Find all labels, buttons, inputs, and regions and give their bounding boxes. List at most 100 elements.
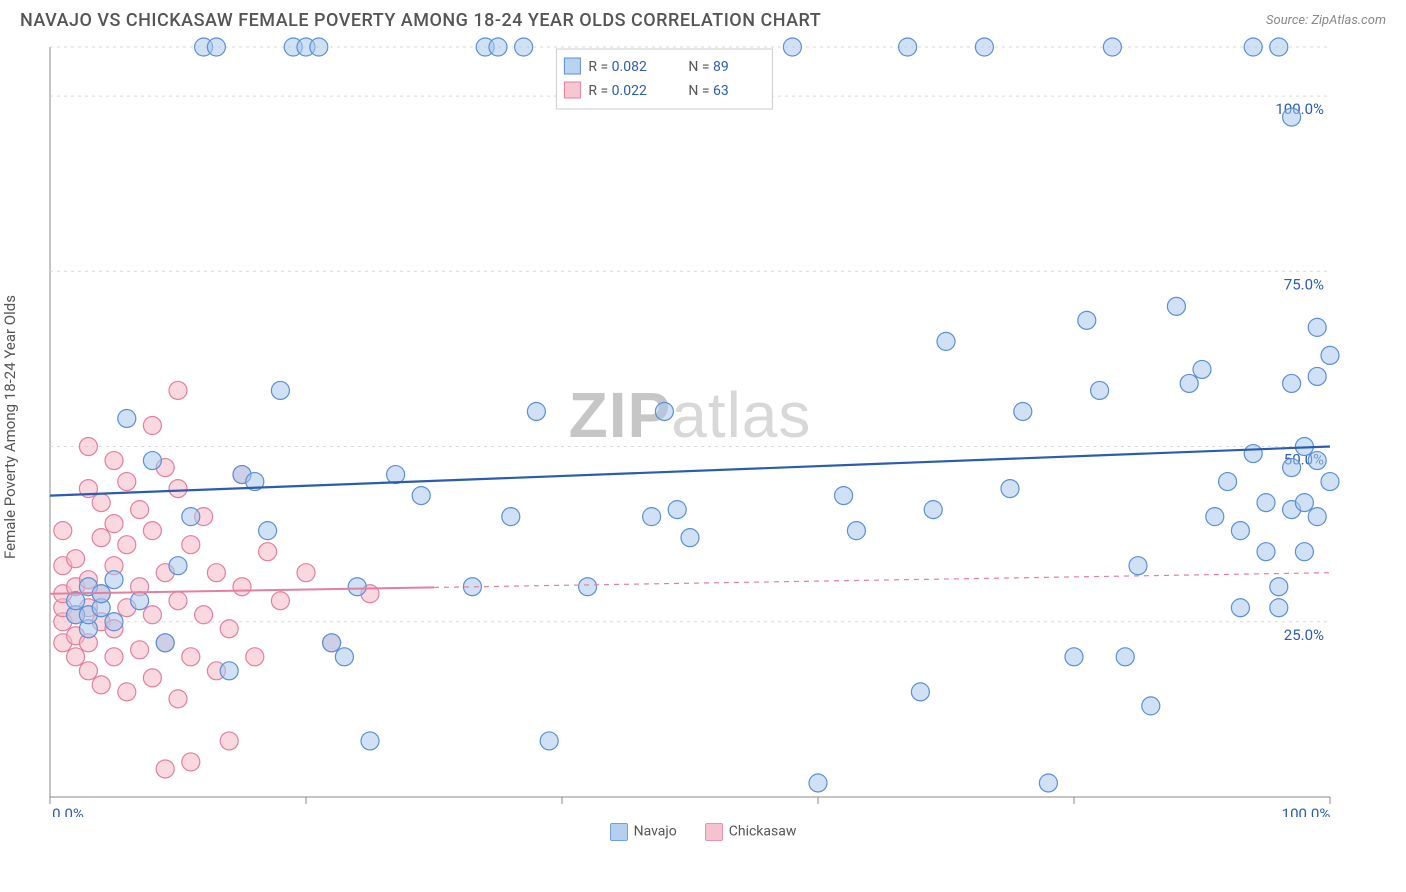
navajo-point bbox=[323, 634, 341, 652]
navajo-point bbox=[131, 592, 149, 610]
chickasaw-point bbox=[105, 515, 123, 533]
chickasaw-swatch-icon bbox=[705, 823, 723, 841]
navajo-point bbox=[1014, 402, 1032, 420]
navajo-point bbox=[527, 402, 545, 420]
chickasaw-point bbox=[169, 592, 187, 610]
chickasaw-point bbox=[259, 543, 277, 561]
chart-title: NAVAJO VS CHICKASAW FEMALE POVERTY AMONG… bbox=[20, 10, 821, 31]
navajo-point bbox=[1180, 374, 1198, 392]
navajo-point bbox=[387, 466, 405, 484]
navajo-point bbox=[835, 487, 853, 505]
navajo-point bbox=[924, 501, 942, 519]
chickasaw-point bbox=[105, 452, 123, 470]
navajo-point bbox=[847, 522, 865, 540]
chickasaw-point bbox=[118, 683, 136, 701]
navajo-point bbox=[1167, 297, 1185, 315]
series-legend: Navajo Chickasaw bbox=[0, 823, 1406, 841]
chickasaw-point bbox=[131, 501, 149, 519]
navajo-point bbox=[489, 38, 507, 56]
navajo-point bbox=[643, 508, 661, 526]
navajo-point bbox=[1283, 108, 1301, 126]
chickasaw-point bbox=[233, 578, 251, 596]
chickasaw-point bbox=[92, 676, 110, 694]
chickasaw-point bbox=[297, 564, 315, 582]
navajo-point bbox=[348, 578, 366, 596]
navajo-point bbox=[1116, 648, 1134, 666]
svg-text:ZIPatlas: ZIPatlas bbox=[569, 379, 812, 451]
legend-label: Chickasaw bbox=[729, 824, 797, 840]
navajo-point bbox=[271, 381, 289, 399]
navajo-point bbox=[809, 774, 827, 792]
navajo-point bbox=[361, 732, 379, 750]
source-prefix: Source: bbox=[1266, 13, 1311, 28]
chickasaw-point bbox=[79, 662, 97, 680]
navajo-point bbox=[182, 508, 200, 526]
chickasaw-point bbox=[143, 606, 161, 624]
chickasaw-point bbox=[207, 564, 225, 582]
svg-text:0.0%: 0.0% bbox=[52, 805, 84, 817]
chickasaw-point bbox=[67, 550, 85, 568]
navajo-point bbox=[1270, 599, 1288, 617]
navajo-point bbox=[207, 38, 225, 56]
chickasaw-point bbox=[92, 494, 110, 512]
chickasaw-swatch-icon bbox=[564, 82, 580, 98]
navajo-point bbox=[1308, 508, 1326, 526]
svg-text:R = 0.082: R = 0.082 bbox=[588, 59, 647, 75]
legend-item-chickasaw: Chickasaw bbox=[705, 823, 797, 841]
navajo-point bbox=[1308, 318, 1326, 336]
svg-text:25.0%: 25.0% bbox=[1284, 626, 1324, 644]
chickasaw-point bbox=[143, 522, 161, 540]
navajo-point bbox=[1231, 599, 1249, 617]
navajo-point bbox=[412, 487, 430, 505]
navajo-point bbox=[259, 522, 277, 540]
navajo-point bbox=[67, 592, 85, 610]
navajo-point bbox=[655, 402, 673, 420]
navajo-point bbox=[1103, 38, 1121, 56]
navajo-point bbox=[118, 409, 136, 427]
navajo-point bbox=[668, 501, 686, 519]
chickasaw-point bbox=[105, 648, 123, 666]
chickasaw-point bbox=[156, 760, 174, 778]
navajo-point bbox=[1219, 473, 1237, 491]
chickasaw-point bbox=[79, 438, 97, 456]
chickasaw-point bbox=[182, 536, 200, 554]
chickasaw-point bbox=[195, 606, 213, 624]
chickasaw-point bbox=[169, 381, 187, 399]
navajo-point bbox=[156, 634, 174, 652]
navajo-point bbox=[1065, 648, 1083, 666]
chickasaw-point bbox=[118, 473, 136, 491]
chickasaw-point bbox=[92, 529, 110, 547]
chickasaw-point bbox=[169, 480, 187, 498]
chickasaw-point bbox=[182, 648, 200, 666]
navajo-swatch-icon bbox=[564, 58, 580, 74]
chickasaw-point bbox=[220, 732, 238, 750]
navajo-point bbox=[169, 557, 187, 575]
navajo-point bbox=[540, 732, 558, 750]
navajo-point bbox=[1283, 374, 1301, 392]
navajo-point bbox=[1295, 494, 1313, 512]
chickasaw-point bbox=[220, 620, 238, 638]
navajo-point bbox=[1091, 381, 1109, 399]
navajo-point bbox=[502, 508, 520, 526]
chickasaw-point bbox=[131, 641, 149, 659]
navajo-point bbox=[911, 683, 929, 701]
chickasaw-point bbox=[182, 753, 200, 771]
navajo-point bbox=[143, 452, 161, 470]
scatter-chart: 25.0%50.0%75.0%100.0%0.0%100.0%ZIPatlasR… bbox=[20, 37, 1340, 817]
navajo-point bbox=[1270, 38, 1288, 56]
svg-text:N = 89: N = 89 bbox=[688, 59, 728, 75]
navajo-point bbox=[1244, 38, 1262, 56]
navajo-point bbox=[1039, 774, 1057, 792]
navajo-point bbox=[1001, 480, 1019, 498]
chart-source: Source: ZipAtlas.com bbox=[1266, 13, 1386, 28]
navajo-point bbox=[783, 38, 801, 56]
stats-box bbox=[556, 49, 772, 109]
navajo-point bbox=[937, 332, 955, 350]
navajo-point bbox=[105, 613, 123, 631]
navajo-point bbox=[1321, 346, 1339, 364]
svg-text:75.0%: 75.0% bbox=[1284, 275, 1324, 293]
legend-item-navajo: Navajo bbox=[610, 823, 677, 841]
svg-text:R = 0.022: R = 0.022 bbox=[588, 83, 647, 99]
chickasaw-point bbox=[118, 536, 136, 554]
navajo-point bbox=[899, 38, 917, 56]
